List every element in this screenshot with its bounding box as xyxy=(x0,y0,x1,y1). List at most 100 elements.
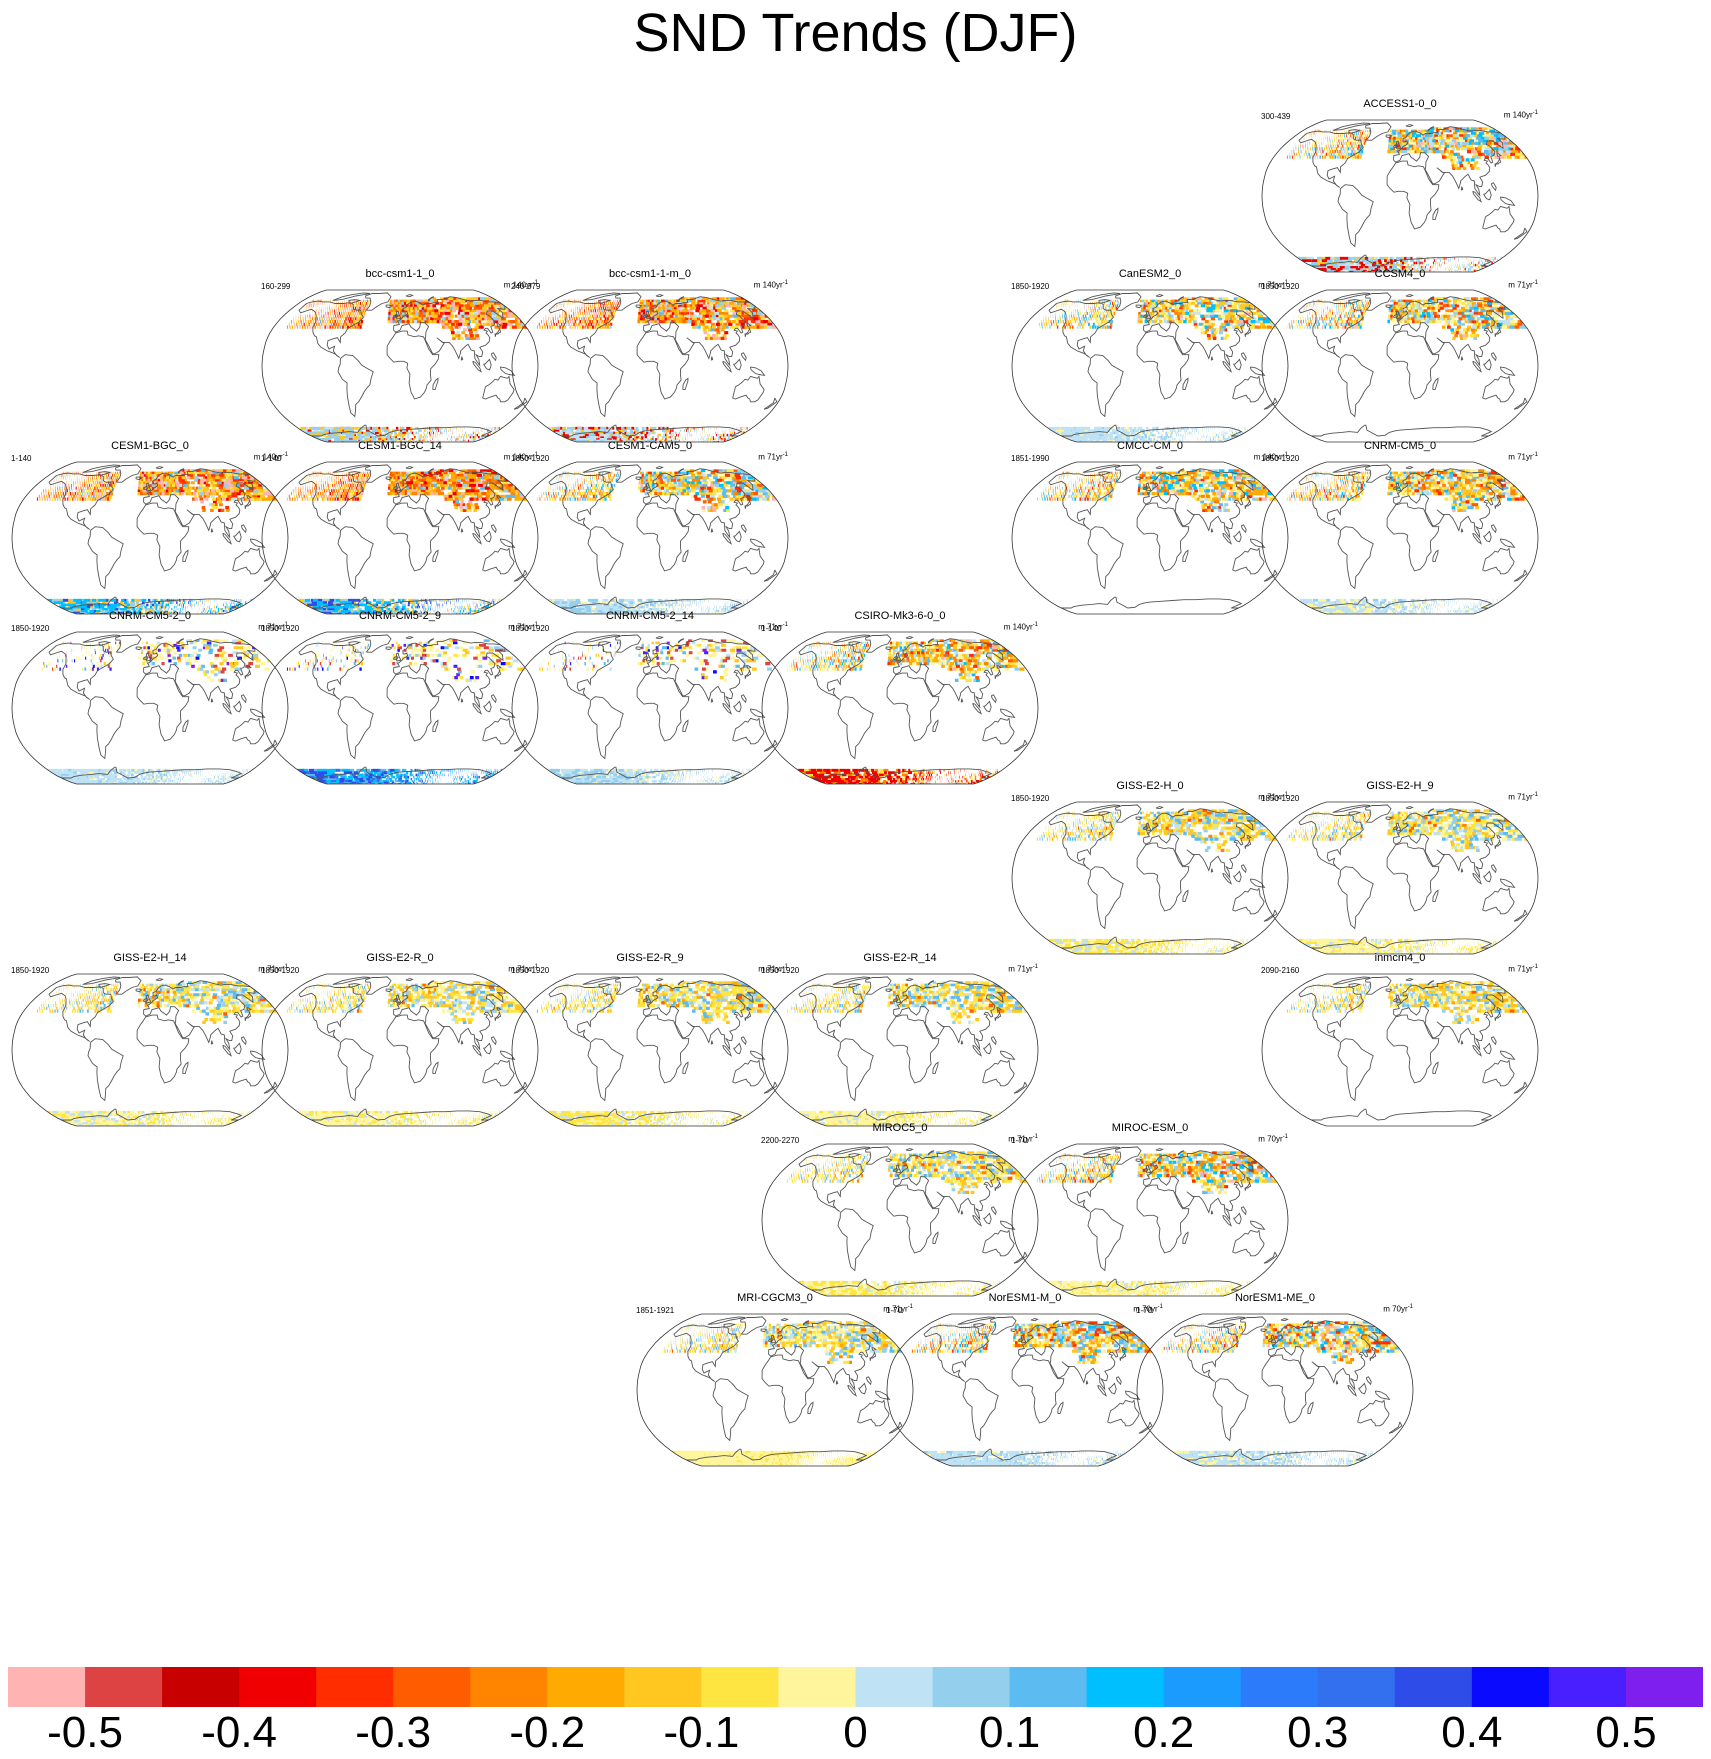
colorbar-tick-label: -0.5 xyxy=(47,1708,123,1757)
trend-cell-group xyxy=(295,469,521,501)
map-panel: CNRM-CM5-2_0 1850-1920 m 71yr-1 xyxy=(10,610,290,790)
panel-period: 300-439 xyxy=(1261,112,1291,121)
trend-cell-group xyxy=(1298,299,1513,332)
colorbar-bin xyxy=(1086,1667,1165,1707)
panel-title: CESM1-BGC_14 xyxy=(358,440,442,452)
trend-cell-group xyxy=(798,768,1001,784)
coastline xyxy=(548,634,778,779)
trend-cell-group xyxy=(538,639,771,784)
trend-cell-group xyxy=(916,1321,1143,1362)
colorbar-bin xyxy=(1548,1667,1627,1707)
coastline xyxy=(1048,292,1278,437)
colorbar-bin xyxy=(316,1667,394,1707)
trend-cell-group xyxy=(795,641,1009,671)
trend-cells xyxy=(1286,809,1530,954)
map-panel: GISS-E2-H_9 1850-1920 m 71yr-1 xyxy=(1260,780,1540,960)
panel-title: CanESM2_0 xyxy=(1118,268,1182,280)
trend-cells xyxy=(286,639,525,784)
panel-units: m 71yr-1 xyxy=(758,452,788,462)
map-panel: CNRM-CM5_0 1850-1920 m 71yr-1 xyxy=(1260,440,1540,620)
trend-cell-group xyxy=(666,1321,888,1362)
trend-cell-group xyxy=(1043,809,1266,841)
trend-cell-group xyxy=(688,1325,852,1364)
trend-cell-group xyxy=(793,639,1018,784)
trend-cell-group xyxy=(788,1151,1023,1296)
coastline xyxy=(1298,804,1528,949)
colorbar-bin xyxy=(239,1667,317,1707)
coastline xyxy=(798,1146,1028,1291)
panel-units: m 140yr-1 xyxy=(1253,452,1288,462)
coastline xyxy=(1298,292,1528,437)
panel-title: NorESM1-M_0 xyxy=(988,1292,1062,1304)
trend-cell-group xyxy=(541,297,772,442)
trend-cell-group xyxy=(558,643,748,671)
trend-cells xyxy=(786,1151,1030,1296)
panel-period: 1-140 xyxy=(11,454,32,463)
panel-title: GISS-E2-H_9 xyxy=(1366,780,1434,792)
panel-title: GISS-E2-R_14 xyxy=(863,952,937,964)
map-svg xyxy=(261,631,539,785)
map-outline xyxy=(636,1313,914,1467)
panel-units: m 70yr-1 xyxy=(1133,1304,1163,1314)
panel-title: CMCC-CM_0 xyxy=(1117,440,1183,452)
panel-period: 1851-1921 xyxy=(636,1306,675,1315)
map-outline xyxy=(1011,289,1289,443)
trend-cell-group xyxy=(1049,1151,1271,1183)
map-svg xyxy=(636,1313,914,1467)
panel-units: m 71yr-1 xyxy=(1008,964,1038,974)
panel-units: m 71yr-1 xyxy=(1508,280,1538,290)
colorbar-tick-label: 0.3 xyxy=(1287,1708,1349,1757)
trend-cell-group xyxy=(46,639,251,784)
panel-title: NorESM1-ME_0 xyxy=(1234,1292,1316,1304)
panel-units: m 140yr-1 xyxy=(503,280,538,290)
trend-cells xyxy=(41,639,273,784)
trend-cell-group xyxy=(286,469,525,510)
panel-units: m 71yr-1 xyxy=(1258,792,1288,802)
panel-period: 1-140 xyxy=(261,454,282,463)
panel-title: CNRM-CM5-2_14 xyxy=(605,610,695,622)
map-svg xyxy=(261,461,539,615)
panel-title: CNRM-CM5-2_9 xyxy=(359,610,441,622)
panel-period: 1851-1990 xyxy=(1011,454,1050,463)
trend-cell-group xyxy=(1048,809,1270,954)
trend-cell-group xyxy=(1045,1153,1245,1183)
trend-cell-group xyxy=(1161,1321,1400,1466)
trend-cells xyxy=(1286,981,1527,1024)
trend-cell-group xyxy=(1197,1321,1390,1359)
map-outline xyxy=(11,631,289,785)
colorbar-bin xyxy=(547,1667,625,1707)
map-svg xyxy=(1261,119,1539,273)
trend-cells xyxy=(911,1321,1155,1466)
coastline xyxy=(48,634,278,779)
panel-period: 1850-1920 xyxy=(511,624,550,633)
colorbar-bin xyxy=(1317,1667,1396,1707)
colorbar-bin xyxy=(393,1667,471,1707)
coastline xyxy=(48,464,278,609)
map-outline xyxy=(511,631,789,785)
colorbar-tick-label: 0 xyxy=(843,1708,868,1757)
map-panel: CanESM2_0 1850-1920 m 71yr-1 xyxy=(1010,268,1290,448)
map-panel: MIROC-ESM_0 1-70 m 70yr-1 xyxy=(1010,1122,1290,1302)
trend-cell-group xyxy=(536,297,765,332)
panel-units: m 140yr-1 xyxy=(1003,622,1038,632)
panel-units: m 140yr-1 xyxy=(1503,110,1538,120)
panel-units: m 71yr-1 xyxy=(1508,792,1538,802)
panel-units: m 71yr-1 xyxy=(508,622,538,632)
colorbar-bin xyxy=(855,1667,934,1707)
map-panel: GISS-E2-R_14 1850-1920 m 71yr-1 xyxy=(760,952,1040,1132)
trend-cell-group xyxy=(1286,469,1530,510)
trend-cell-group xyxy=(288,469,518,510)
panel-period: 1850-1920 xyxy=(11,624,50,633)
map-svg xyxy=(761,631,1039,785)
colorbar-bin xyxy=(1240,1667,1319,1707)
panel-title: GISS-E2-R_9 xyxy=(616,952,684,964)
trend-cell-group xyxy=(41,469,273,504)
trend-cell-group xyxy=(1298,127,1509,272)
trend-cells xyxy=(36,469,278,614)
panel-title: bcc-csm1-1_0 xyxy=(365,268,435,280)
colorbar-tick-label: 0.1 xyxy=(978,1708,1041,1757)
trend-cell-group xyxy=(306,641,509,671)
trend-cell-group xyxy=(302,768,501,784)
panel-title: CNRM-CM5_0 xyxy=(1363,440,1437,452)
colorbar-bin xyxy=(470,1667,548,1707)
